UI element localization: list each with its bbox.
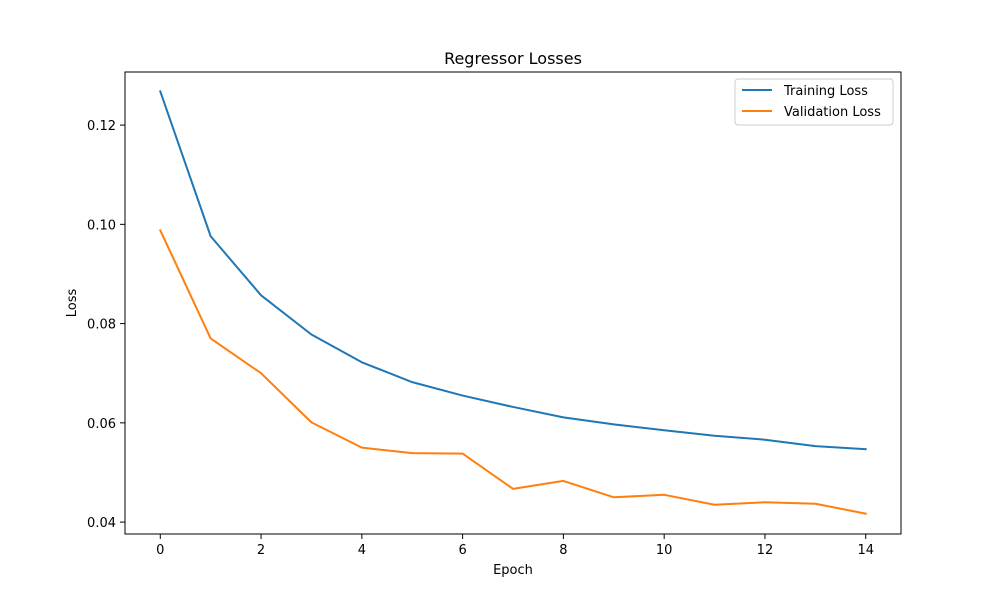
legend-label-training-loss: Training Loss bbox=[783, 84, 868, 99]
x-axis-label: Epoch bbox=[493, 563, 533, 578]
x-tick-label: 2 bbox=[257, 543, 265, 558]
x-tick-label: 4 bbox=[358, 543, 366, 558]
chart-title: Regressor Losses bbox=[444, 49, 582, 68]
x-tick-label: 14 bbox=[857, 543, 874, 558]
series-line-training-loss bbox=[158, 90, 867, 451]
y-tick-label: 0.04 bbox=[87, 516, 116, 531]
x-tick-label: 0 bbox=[156, 543, 164, 558]
y-tick-label: 0.06 bbox=[87, 417, 116, 432]
x-tick-label: 6 bbox=[458, 543, 466, 558]
y-tick-label: 0.10 bbox=[87, 218, 116, 233]
y-tick-label: 0.08 bbox=[87, 318, 116, 333]
plot-frame bbox=[124, 71, 902, 535]
x-tick-label: 8 bbox=[559, 543, 567, 558]
y-tick-label: 0.12 bbox=[87, 119, 116, 134]
series-line-validation-loss bbox=[158, 228, 867, 515]
legend-box bbox=[734, 78, 894, 126]
legend-label-validation-loss: Validation Loss bbox=[784, 105, 881, 120]
axes-layer: 0 2 4 6 8 10 12 14 0.04 0.06 0.08 0.10 0.12 bbox=[87, 119, 874, 558]
x-tick-label: 12 bbox=[757, 543, 774, 558]
legend: Training Loss Validation Loss bbox=[734, 78, 894, 126]
y-axis-label: Loss bbox=[65, 289, 80, 318]
series-layer bbox=[158, 90, 867, 515]
x-tick-label: 10 bbox=[656, 543, 673, 558]
